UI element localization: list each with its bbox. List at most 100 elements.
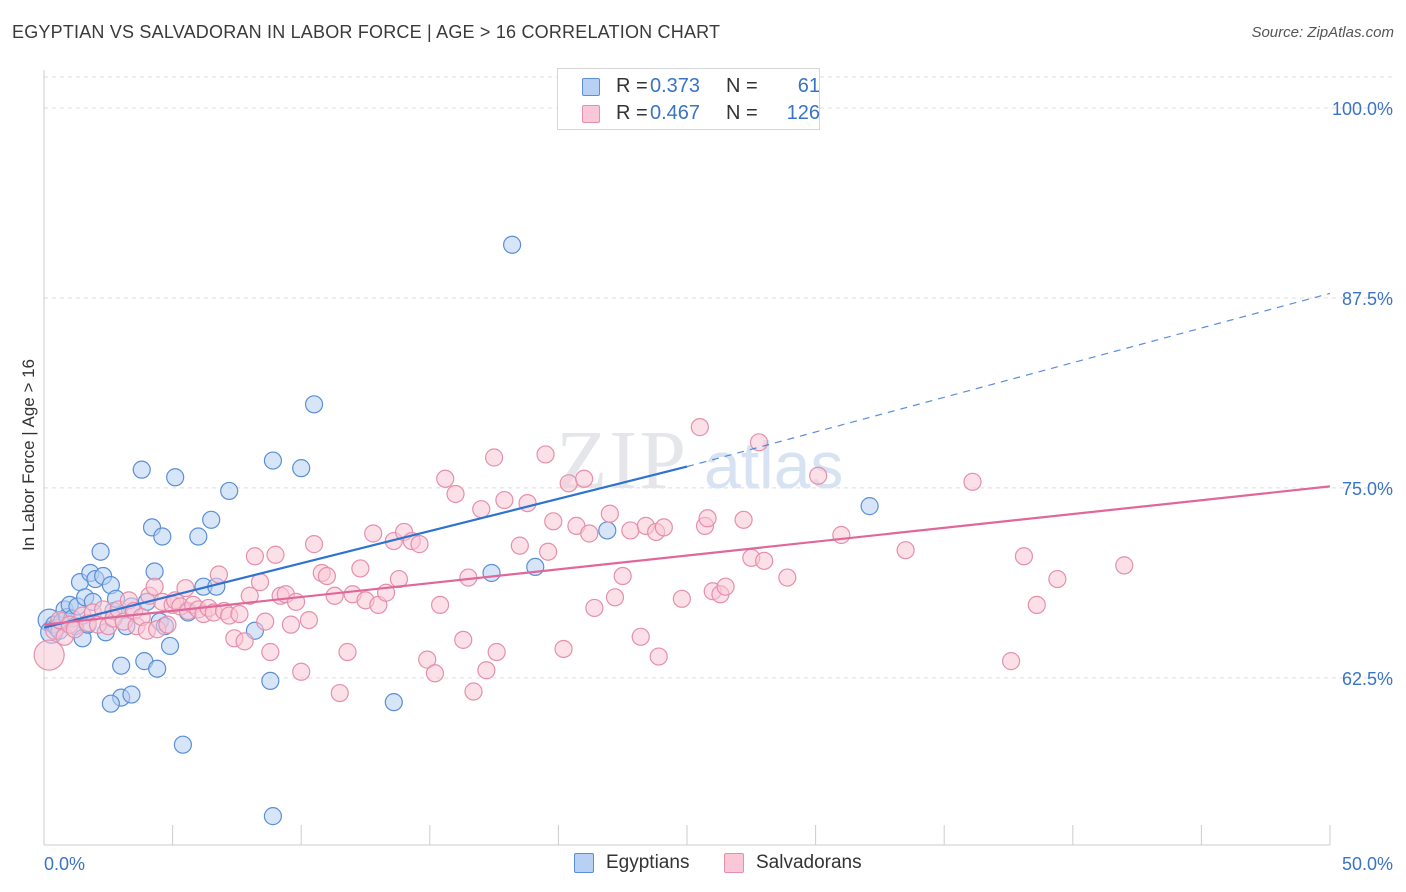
trend-line-salvadorans bbox=[43, 485, 1331, 626]
watermark-atlas: atlas bbox=[704, 428, 843, 502]
point-salvadorans bbox=[145, 577, 164, 596]
point-salvadorans bbox=[430, 595, 450, 615]
r-label: R = bbox=[616, 102, 648, 124]
y-tick-label: 100.0% bbox=[1332, 99, 1393, 119]
point-salvadorans bbox=[755, 551, 774, 570]
point-salvadorans bbox=[559, 474, 578, 493]
x-tick-label-max: 50.0% bbox=[1342, 854, 1393, 874]
point-salvadorans bbox=[304, 535, 324, 554]
point-egyptians bbox=[122, 685, 141, 704]
point-salvadorans bbox=[477, 661, 496, 680]
point-salvadorans bbox=[245, 547, 265, 566]
point-salvadorans bbox=[464, 682, 483, 701]
trend-lines bbox=[43, 292, 1331, 629]
point-salvadorans bbox=[585, 598, 604, 618]
point-salvadorans bbox=[351, 559, 370, 578]
point-salvadorans bbox=[654, 518, 673, 537]
series-legend: Egyptians Salvadorans bbox=[0, 850, 1406, 878]
point-salvadorans bbox=[330, 683, 349, 703]
point-salvadorans bbox=[1048, 569, 1067, 589]
point-salvadorans bbox=[1001, 652, 1021, 671]
legend-swatch-egyptians bbox=[582, 78, 600, 96]
point-salvadorans bbox=[256, 612, 275, 631]
point-salvadorans bbox=[364, 524, 383, 543]
n-value: 126 bbox=[786, 102, 820, 124]
point-salvadorans bbox=[698, 509, 717, 528]
point-egyptians bbox=[261, 671, 280, 690]
point-salvadorans bbox=[539, 542, 558, 561]
point-salvadorans bbox=[778, 568, 797, 587]
n-value: 61 bbox=[797, 75, 820, 97]
source-label: Source: ZipAtlas.com bbox=[1251, 24, 1394, 41]
point-egyptians bbox=[292, 459, 311, 478]
point-salvadorans bbox=[261, 642, 280, 662]
point-egyptians bbox=[101, 694, 120, 713]
point-salvadorans bbox=[487, 642, 506, 662]
point-egyptians bbox=[304, 395, 324, 414]
point-salvadorans bbox=[410, 535, 429, 554]
point-salvadorans bbox=[281, 615, 301, 634]
point-salvadorans bbox=[299, 610, 319, 630]
point-salvadorans bbox=[510, 536, 529, 555]
point-salvadorans bbox=[158, 615, 177, 634]
point-egyptians bbox=[598, 521, 617, 540]
point-salvadorans bbox=[425, 664, 445, 683]
point-egyptians bbox=[166, 468, 185, 487]
point-egyptians bbox=[482, 563, 501, 583]
point-salvadorans bbox=[896, 541, 915, 560]
point-salvadorans bbox=[963, 472, 982, 491]
point-salvadorans bbox=[575, 469, 594, 488]
point-salvadorans bbox=[235, 632, 254, 651]
point-salvadorans bbox=[292, 662, 311, 681]
point-salvadorans bbox=[472, 500, 491, 519]
chart-title: EGYPTIAN VS SALVADORAN IN LABOR FORCE | … bbox=[12, 22, 721, 42]
point-egyptians bbox=[503, 235, 522, 254]
legend-label-egyptians: Egyptians bbox=[606, 852, 690, 873]
point-salvadorans bbox=[631, 627, 650, 646]
trend-line-egyptians-extension bbox=[686, 292, 1331, 468]
point-salvadorans bbox=[317, 566, 337, 586]
y-axis-label: In Labor Force | Age > 16 bbox=[19, 359, 38, 551]
point-egyptians bbox=[263, 451, 283, 470]
point-egyptians bbox=[220, 481, 239, 501]
legend-label-salvadorans: Salvadorans bbox=[756, 852, 862, 873]
point-egyptians bbox=[132, 460, 151, 479]
point-salvadorans bbox=[734, 510, 753, 529]
point-salvadorans bbox=[230, 604, 249, 624]
point-salvadorans bbox=[554, 639, 573, 659]
point-egyptians bbox=[148, 659, 167, 678]
point-salvadorans bbox=[600, 504, 619, 523]
r-value: 0.373 bbox=[650, 75, 701, 97]
point-salvadorans bbox=[240, 586, 259, 605]
point-egyptians bbox=[145, 562, 164, 581]
point-salvadorans bbox=[446, 484, 465, 504]
y-tick-label: 87.5% bbox=[1342, 289, 1393, 309]
r-value: 0.467 bbox=[650, 102, 701, 124]
point-egyptians bbox=[160, 636, 180, 656]
point-salvadorans bbox=[544, 512, 563, 531]
point-egyptians bbox=[91, 542, 110, 561]
trend-line-egyptians bbox=[43, 465, 688, 629]
point-egyptians bbox=[189, 527, 208, 546]
point-salvadorans bbox=[485, 448, 504, 467]
point-egyptians bbox=[173, 735, 192, 754]
correlation-legend: R = 0.373 N = 61 R = 0.467 N = 126 bbox=[557, 68, 820, 130]
point-salvadorans bbox=[266, 545, 285, 564]
point-salvadorans bbox=[325, 586, 344, 605]
axes bbox=[43, 70, 1331, 846]
legend-swatch-egyptians bbox=[574, 853, 594, 873]
n-label: N = bbox=[726, 75, 758, 97]
point-salvadorans bbox=[621, 521, 640, 540]
point-salvadorans bbox=[809, 466, 828, 485]
point-salvadorans bbox=[613, 566, 632, 586]
watermark: ZIP atlas bbox=[556, 414, 843, 507]
y-tick-label: 62.5% bbox=[1342, 669, 1393, 689]
n-label: N = bbox=[726, 102, 758, 124]
legend-swatch-salvadorans bbox=[724, 853, 744, 873]
point-salvadorans bbox=[1115, 556, 1134, 575]
point-salvadorans bbox=[536, 445, 555, 464]
y-tick-label: 75.0% bbox=[1342, 479, 1393, 499]
point-salvadorans bbox=[649, 647, 668, 666]
point-egyptians bbox=[384, 693, 403, 712]
